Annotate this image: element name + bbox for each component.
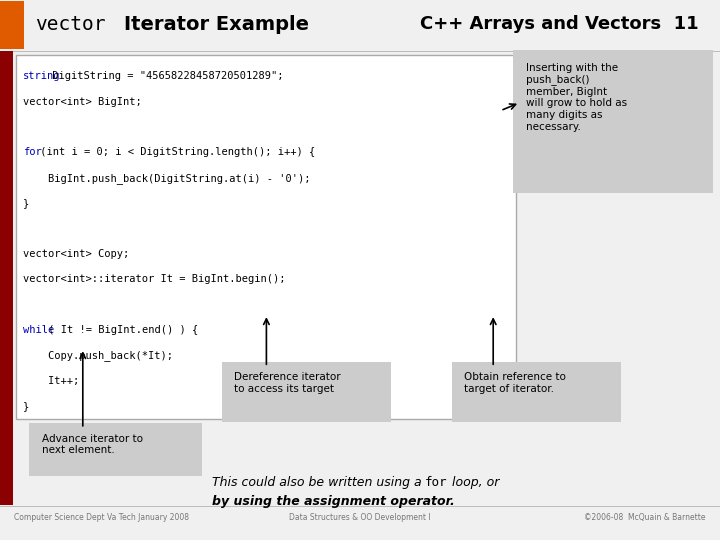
Text: ( It != BigInt.end() ) {: ( It != BigInt.end() ) {	[42, 325, 199, 335]
Text: for: for	[23, 147, 42, 158]
Text: vector<int> Copy;: vector<int> Copy;	[23, 249, 130, 259]
Text: C++ Arrays and Vectors  11: C++ Arrays and Vectors 11	[420, 15, 698, 33]
FancyBboxPatch shape	[0, 51, 13, 505]
Text: for: for	[425, 476, 447, 489]
Text: vector<int>::iterator It = BigInt.begin();: vector<int>::iterator It = BigInt.begin(…	[23, 274, 286, 285]
Text: Copy.push_back(*It);: Copy.push_back(*It);	[23, 350, 173, 361]
Text: BigInt.push_back(DigitString.at(i) - '0');: BigInt.push_back(DigitString.at(i) - '0'…	[23, 173, 310, 184]
Text: Computer Science Dept Va Tech January 2008: Computer Science Dept Va Tech January 20…	[14, 513, 189, 522]
Text: Iterator Example: Iterator Example	[124, 15, 309, 34]
Text: Obtain reference to
target of iterator.: Obtain reference to target of iterator.	[464, 372, 566, 394]
FancyBboxPatch shape	[16, 55, 516, 418]
Text: string: string	[23, 71, 60, 82]
Text: Inserting with the
push_back()
member, BigInt
will grow to hold as
many digits a: Inserting with the push_back() member, B…	[526, 63, 626, 132]
FancyBboxPatch shape	[222, 362, 391, 422]
Text: This could also be written using a: This could also be written using a	[212, 476, 426, 489]
Text: Dereference iterator
to access its target: Dereference iterator to access its targe…	[234, 372, 341, 394]
Text: (int i = 0; i < DigitString.length(); i++) {: (int i = 0; i < DigitString.length(); i+…	[35, 147, 316, 158]
Text: }: }	[23, 401, 30, 411]
Text: ©2006-08  McQuain & Barnette: ©2006-08 McQuain & Barnette	[584, 513, 706, 522]
Text: Advance iterator to
next element.: Advance iterator to next element.	[42, 434, 143, 455]
Text: }: }	[23, 198, 30, 208]
Text: Data Structures & OO Development I: Data Structures & OO Development I	[289, 513, 431, 522]
FancyBboxPatch shape	[29, 423, 202, 476]
Text: vector: vector	[35, 15, 105, 34]
Text: by using the assignment operator.: by using the assignment operator.	[212, 495, 455, 508]
FancyBboxPatch shape	[513, 50, 713, 193]
Text: DigitString = "45658228458720501289";: DigitString = "45658228458720501289";	[46, 71, 284, 82]
FancyBboxPatch shape	[452, 362, 621, 422]
FancyBboxPatch shape	[0, 1, 24, 49]
Text: while: while	[23, 325, 54, 335]
Text: vector<int> BigInt;: vector<int> BigInt;	[23, 97, 142, 107]
Text: It++;: It++;	[23, 376, 79, 386]
Text: loop, or: loop, or	[448, 476, 499, 489]
